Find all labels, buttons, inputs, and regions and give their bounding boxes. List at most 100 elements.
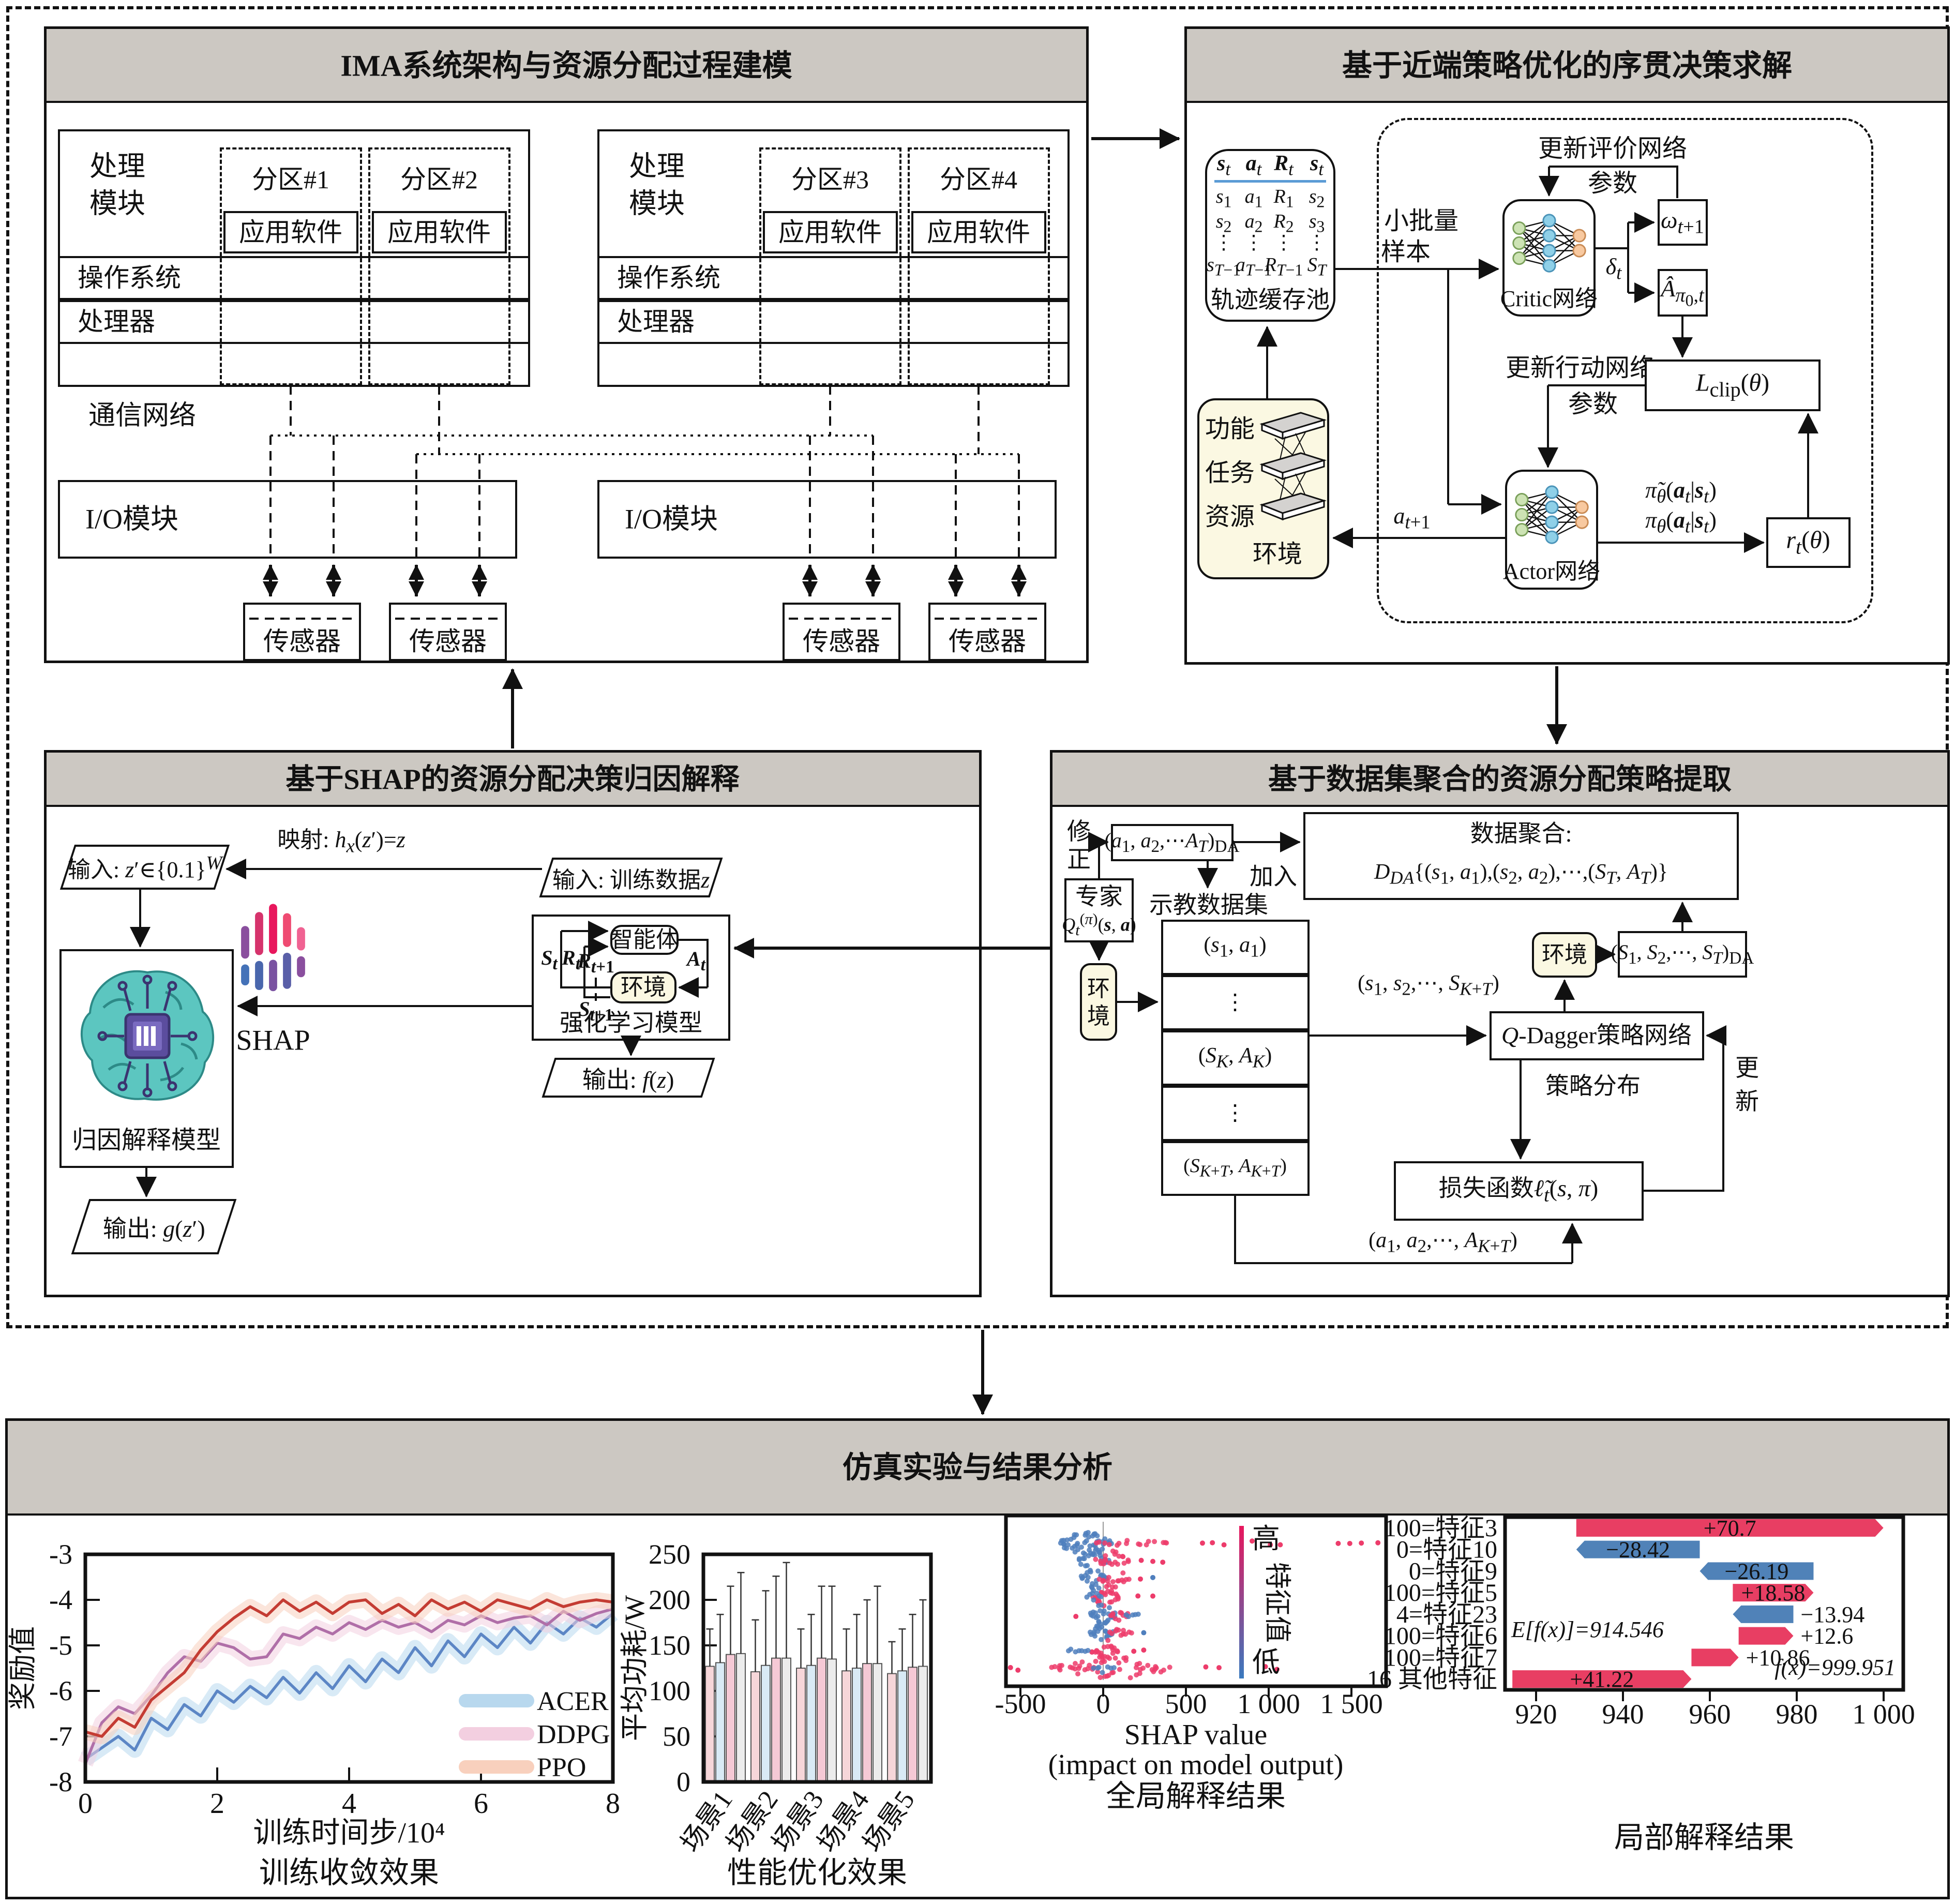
dagger-env2-box <box>1532 932 1597 978</box>
io-label-2: I/O模块 <box>625 503 718 535</box>
partition-1-label: 分区#1 <box>252 164 329 194</box>
minibatch-label-2: 样本 <box>1380 238 1431 266</box>
dagger-env2-label: 环境 <box>1542 941 1587 967</box>
fix-label-2: 正 <box>1067 846 1091 873</box>
sensor-2 <box>389 603 507 661</box>
pool-header-rule <box>1214 180 1326 183</box>
partition-4 <box>908 147 1050 385</box>
panel-dagger-header <box>1052 753 1947 807</box>
a-da-box <box>1111 824 1234 861</box>
actions-seq-label: (a1, a2,⋯, AK+T) <box>1368 1228 1517 1256</box>
demo-dataset-label: 示教数据集 <box>1149 891 1268 918</box>
comm-network-label: 通信网络 <box>88 401 197 431</box>
pool-cell-1-0: s2 <box>1215 211 1232 236</box>
app-label-3: 应用软件 <box>778 217 882 247</box>
update-actor-label-2: 参数 <box>1568 390 1618 418</box>
output-f-parallelogram: 输出: f(z) <box>542 1058 715 1098</box>
aggregation-label-1: 数据聚合: <box>1470 820 1572 847</box>
io-label-1: I/O模块 <box>85 503 178 535</box>
panel-dagger-title: 基于数据集聚合的资源分配策略提取 <box>1268 763 1732 796</box>
sensor-2-label: 传感器 <box>409 626 487 656</box>
partition-2-label: 分区#2 <box>400 164 478 194</box>
cpu-row-2 <box>597 300 1070 344</box>
pool-header-1: at <box>1245 151 1262 179</box>
panel-ima-title: IMA系统架构与资源分配过程建模 <box>340 49 792 83</box>
pool-header-3: st <box>1310 151 1324 179</box>
pool-cell-0-0: s1 <box>1215 186 1232 211</box>
expert-box <box>1064 878 1134 942</box>
app-box-4 <box>911 211 1046 253</box>
pool-cell-1-1: a2 <box>1244 211 1263 236</box>
rt1-label: Rt+1 <box>577 949 614 977</box>
os-label-2: 操作系统 <box>617 263 720 292</box>
module-label-1a: 处理 <box>89 151 145 182</box>
pi-tilde-label: π̃θ(at|st) <box>1645 477 1717 507</box>
pool-cell-2-3: ⋮ <box>1307 232 1327 254</box>
panel-sim-title: 仿真实验与结果分析 <box>842 1450 1113 1485</box>
join-label: 加入 <box>1250 863 1297 890</box>
input-z-parallelogram: 输入: z′∈{0.1}W <box>59 845 230 890</box>
panel-ppo-header <box>1187 29 1947 103</box>
ppo-env-res-2: 任务 <box>1205 459 1255 487</box>
a-next-label: at+1 <box>1393 503 1431 533</box>
app-label-4: 应用软件 <box>927 217 1030 247</box>
module-label-2a: 处理 <box>629 151 685 182</box>
panel-ppo-title: 基于近端策略优化的序贯决策求解 <box>1342 49 1793 83</box>
partition-2 <box>368 147 510 385</box>
brain-chip-icon <box>80 970 215 1101</box>
agent-box <box>610 925 679 955</box>
a-da-label: (a1, a2,⋯AT)DA <box>1104 829 1240 857</box>
rl-env-label: 环境 <box>621 974 666 1000</box>
pool-cell-3-1: aT−1 <box>1235 254 1272 279</box>
sensor-1-label: 传感器 <box>263 626 341 656</box>
demo-table-row-3 <box>1161 1030 1310 1086</box>
module-label-2b: 模块 <box>629 188 685 219</box>
critic-network-icon <box>1512 214 1586 273</box>
expert-label-2: Qt(π)(s, a) <box>1062 910 1136 939</box>
actor-network-icon <box>1515 485 1589 544</box>
pool-cell-3-0: sT−1 <box>1206 254 1241 279</box>
dagger-env-label-1: 环 <box>1087 976 1110 1001</box>
pool-cell-3-3: ST <box>1307 254 1327 279</box>
pool-cell-2-1: ⋮ <box>1244 232 1264 254</box>
aggregation-box <box>1303 812 1739 900</box>
pool-cell-0-2: R1 <box>1273 186 1294 211</box>
qdagger-label: Q-Dagger策略网络 <box>1501 1022 1692 1048</box>
loss-label: 损失函数ℓ̃t(s, π) <box>1438 1175 1599 1206</box>
partition-3 <box>759 147 901 385</box>
io-module-1 <box>58 480 517 559</box>
rt-box <box>1766 517 1851 568</box>
demo-row-3-label: (SK, AK) <box>1198 1043 1272 1072</box>
s-da-label: (S1, S2,⋯, ST)DA <box>1611 940 1754 968</box>
update-actor-label-1: 更新行动网络 <box>1505 354 1655 382</box>
lclip-label: Lclip(θ) <box>1695 369 1770 401</box>
policy-dist-label: 策略分布 <box>1545 1072 1641 1099</box>
actor-label: Actor网络 <box>1502 558 1601 584</box>
omega-box <box>1658 199 1708 246</box>
demo-table-row-4 <box>1161 1086 1310 1141</box>
partition-4-label: 分区#4 <box>940 164 1017 194</box>
update-critic-label-2: 参数 <box>1587 169 1638 197</box>
output-g-label: 输出: g(z′) <box>102 1215 205 1242</box>
cpu-label-2: 处理器 <box>617 307 695 336</box>
ppo-env-res-1: 功能 <box>1205 415 1255 443</box>
trajectory-pool-caption: 轨迹缓存池 <box>1211 286 1330 313</box>
mapping-label: 映射: hx(z′)=z <box>277 827 405 857</box>
demo-row-5-label: (SK+T, AK+T) <box>1183 1155 1287 1180</box>
sensor-4 <box>928 603 1046 661</box>
trajectory-pool <box>1205 149 1335 322</box>
attribution-model-label: 归因解释模型 <box>71 1126 221 1154</box>
dagger-env-box <box>1080 963 1117 1041</box>
pool-header-2: Rt <box>1274 151 1294 179</box>
rl-env-box <box>610 971 676 1003</box>
advantage-box <box>1658 269 1708 317</box>
input-train-label: 输入: 训练数据z <box>552 867 710 893</box>
delta-label: δt <box>1605 253 1622 283</box>
s-da-box <box>1618 931 1747 978</box>
pool-cell-1-3: s3 <box>1309 211 1325 236</box>
input-train-parallelogram: 输入: 训练数据z <box>539 858 723 897</box>
rl-model-label: 强化学习模型 <box>560 1009 702 1036</box>
partition-3-label: 分区#3 <box>791 164 869 194</box>
st1-label: St+1 <box>578 997 613 1025</box>
